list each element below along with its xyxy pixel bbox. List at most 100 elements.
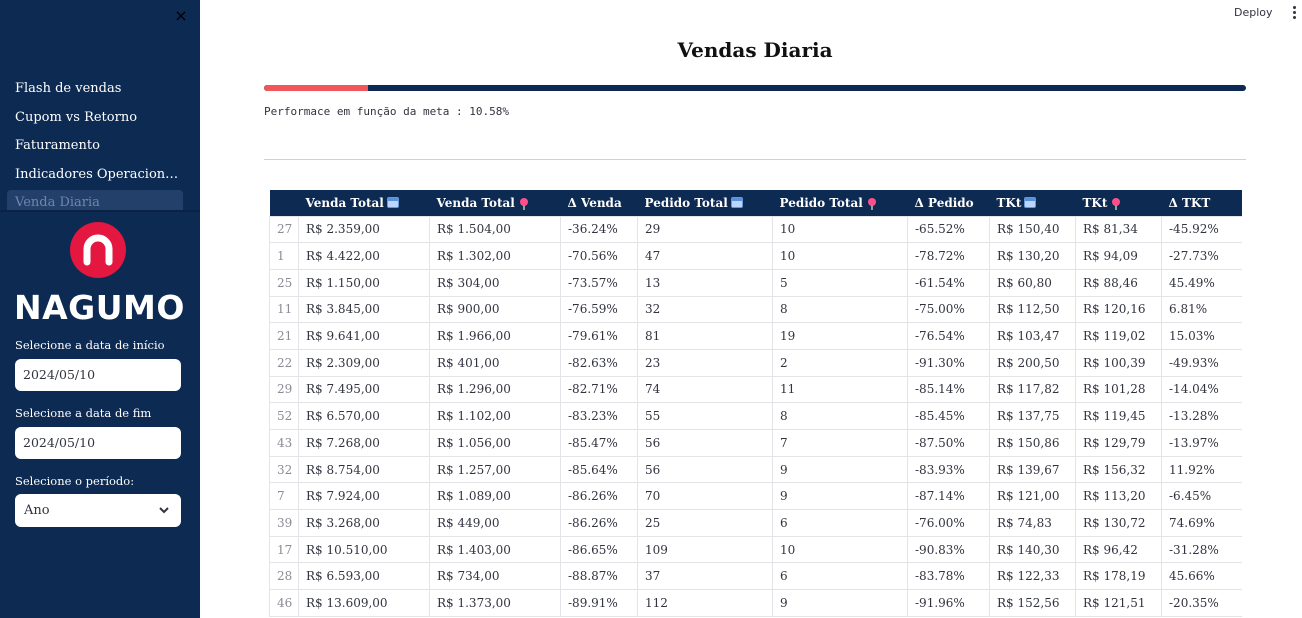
close-sidebar-icon[interactable]: × bbox=[174, 6, 188, 25]
table-cell: 112 bbox=[637, 589, 773, 617]
column-header[interactable]: Δ TKT bbox=[1161, 190, 1242, 216]
table-cell: 7 bbox=[772, 429, 908, 457]
row-index-cell: 46 bbox=[269, 589, 299, 617]
table-cell: R$ 140,30 bbox=[989, 535, 1076, 564]
table-cell: R$ 150,86 bbox=[989, 429, 1076, 457]
table-cell: R$ 10.510,00 bbox=[298, 535, 430, 564]
table-cell: -45.92% bbox=[1161, 215, 1242, 244]
calendar-icon bbox=[730, 196, 743, 208]
table-cell: -88.87% bbox=[560, 562, 638, 591]
nav-item-flash-de-vendas[interactable]: Flash de vendas bbox=[15, 81, 122, 96]
row-index-cell: 1 bbox=[269, 242, 299, 270]
column-header-label: TKt bbox=[996, 195, 1022, 210]
table-cell: -61.54% bbox=[907, 268, 990, 297]
column-header[interactable]: TKt bbox=[989, 190, 1076, 216]
table-cell: R$ 117,82 bbox=[989, 375, 1076, 404]
table-cell: -13.28% bbox=[1161, 402, 1242, 430]
period-select[interactable]: Ano bbox=[15, 494, 181, 527]
table-row[interactable]: 27 R$ 2.359,00 R$ 1.504,00 -36.24% 29 10 -65.5… bbox=[269, 215, 1242, 244]
nav-item-venda-diaria[interactable]: Venda Diaria bbox=[7, 190, 183, 210]
table-row[interactable]: 28 R$ 6.593,00 R$ 734,00 -88.87% 37 6 -83.78% R… bbox=[269, 562, 1242, 591]
table-row[interactable]: 39 R$ 3.268,00 R$ 449,00 -86.26% 25 6 -76.00% R… bbox=[269, 509, 1242, 537]
start-date-input[interactable]: 2024/05/10 bbox=[15, 359, 181, 391]
column-header[interactable]: Venda Total bbox=[429, 190, 561, 216]
divider bbox=[264, 159, 1246, 160]
row-index-cell: 21 bbox=[269, 322, 299, 350]
column-header-index[interactable] bbox=[269, 190, 299, 216]
table-cell: R$ 122,33 bbox=[989, 562, 1076, 591]
nav-item-cupom-vs-retorno[interactable]: Cupom vs Retorno bbox=[15, 109, 138, 125]
start-date-label: Selecione a data de início bbox=[15, 338, 165, 352]
column-header[interactable]: Pedido Total bbox=[772, 190, 908, 216]
table-cell: R$ 96,42 bbox=[1075, 535, 1162, 564]
table-cell: -83.78% bbox=[907, 562, 990, 591]
row-index-cell: 52 bbox=[269, 402, 299, 430]
deploy-button[interactable]: Deploy bbox=[1234, 6, 1273, 19]
progress-bar-fill bbox=[264, 85, 368, 91]
column-header[interactable]: Δ Venda bbox=[560, 190, 638, 216]
sales-table-container[interactable]: Venda Total Venda Total Δ Venda Pedido Tota… bbox=[269, 190, 1242, 618]
table-cell: 9 bbox=[772, 455, 908, 484]
table-cell: R$ 112,50 bbox=[989, 295, 1076, 324]
column-header[interactable]: Δ Pedido bbox=[907, 190, 990, 216]
table-row[interactable]: 52 R$ 6.570,00 R$ 1.102,00 -83.23% 55 8 -85.45… bbox=[269, 402, 1242, 430]
table-cell: -89.91% bbox=[560, 589, 638, 617]
table-cell: R$ 401,00 bbox=[429, 348, 561, 377]
column-header[interactable]: Venda Total bbox=[298, 190, 430, 216]
table-row[interactable]: 22 R$ 2.309,00 R$ 401,00 -82.63% 23 2 -91.30% R… bbox=[269, 348, 1242, 377]
table-row[interactable]: 7 R$ 7.924,00 R$ 1.089,00 -86.26% 70 9 -87.14%… bbox=[269, 482, 1242, 511]
table-cell: R$ 6.570,00 bbox=[298, 402, 430, 430]
row-index-cell: 39 bbox=[269, 509, 299, 537]
column-header[interactable]: TKt bbox=[1075, 190, 1162, 216]
table-cell: R$ 150,40 bbox=[989, 215, 1076, 244]
table-row[interactable]: 1 R$ 4.422,00 R$ 1.302,00 -70.56% 47 10 -78.72… bbox=[269, 242, 1242, 270]
table-row[interactable]: 43 R$ 7.268,00 R$ 1.056,00 -85.47% 56 7 -87.50… bbox=[269, 429, 1242, 457]
main-menu-icon[interactable] bbox=[1289, 6, 1299, 22]
logo-wordmark: NAGUMO bbox=[14, 288, 185, 327]
table-cell: R$ 1.102,00 bbox=[429, 402, 561, 430]
row-index-cell: 27 bbox=[269, 215, 299, 244]
table-row[interactable]: 11 R$ 3.845,00 R$ 900,00 -76.59% 32 8 -75.00% R… bbox=[269, 295, 1242, 324]
table-cell: R$ 1.150,00 bbox=[298, 268, 430, 297]
table-cell: -73.57% bbox=[560, 268, 638, 297]
table-cell: 23 bbox=[637, 348, 773, 377]
table-cell: 74 bbox=[637, 375, 773, 404]
table-row[interactable]: 29 R$ 7.495,00 R$ 1.296,00 -82.71% 74 11 -85.1… bbox=[269, 375, 1242, 404]
table-cell: 10 bbox=[772, 535, 908, 564]
column-header-label: Δ TKT bbox=[1168, 195, 1211, 210]
end-date-input[interactable]: 2024/05/10 bbox=[15, 427, 181, 459]
nav-item-faturamento[interactable]: Faturamento bbox=[15, 138, 100, 153]
nav-item-indicadores-operacionais[interactable]: Indicadores Operacionais ... bbox=[15, 166, 183, 182]
table-row[interactable]: 32 R$ 8.754,00 R$ 1.257,00 -85.64% 56 9 -83.93… bbox=[269, 455, 1242, 484]
table-cell: 81 bbox=[637, 322, 773, 350]
performance-text: Performace em função da meta : 10.58% bbox=[264, 105, 510, 118]
table-cell: -85.47% bbox=[560, 429, 638, 457]
table-cell: R$ 178,19 bbox=[1075, 562, 1162, 591]
column-header-label: Venda Total bbox=[436, 195, 515, 210]
table-cell: -31.28% bbox=[1161, 535, 1242, 564]
table-cell: R$ 101,28 bbox=[1075, 375, 1162, 404]
table-row[interactable]: 46 R$ 13.609,00 R$ 1.373,00 -89.91% 112 9 -91.… bbox=[269, 589, 1242, 617]
row-index-cell: 7 bbox=[269, 482, 299, 511]
table-cell: 6 bbox=[772, 509, 908, 537]
table-cell: R$ 3.845,00 bbox=[298, 295, 430, 324]
table-row[interactable]: 17 R$ 10.510,00 R$ 1.403,00 -86.65% 109 10 -90… bbox=[269, 535, 1242, 564]
table-cell: R$ 103,47 bbox=[989, 322, 1076, 350]
column-header[interactable]: Pedido Total bbox=[637, 190, 773, 216]
table-cell: 56 bbox=[637, 455, 773, 484]
table-cell: -65.52% bbox=[907, 215, 990, 244]
table-cell: -90.83% bbox=[907, 535, 990, 564]
table-cell: 74.69% bbox=[1161, 509, 1242, 537]
table-cell: R$ 1.403,00 bbox=[429, 535, 561, 564]
table-cell: R$ 1.296,00 bbox=[429, 375, 561, 404]
table-cell: -86.26% bbox=[560, 509, 638, 537]
table-cell: -76.54% bbox=[907, 322, 990, 350]
sidebar: × Flash de vendas Cupom vs Retorno Fatur… bbox=[0, 0, 200, 618]
table-cell: R$ 7.495,00 bbox=[298, 375, 430, 404]
table-cell: R$ 121,51 bbox=[1075, 589, 1162, 617]
table-cell: -78.72% bbox=[907, 242, 990, 270]
table-cell: 10 bbox=[772, 242, 908, 270]
table-row[interactable]: 21 R$ 9.641,00 R$ 1.966,00 -79.61% 81 19 -76.5… bbox=[269, 322, 1242, 350]
table-cell: -36.24% bbox=[560, 215, 638, 244]
table-row[interactable]: 25 R$ 1.150,00 R$ 304,00 -73.57% 13 5 -61.54% R… bbox=[269, 268, 1242, 297]
